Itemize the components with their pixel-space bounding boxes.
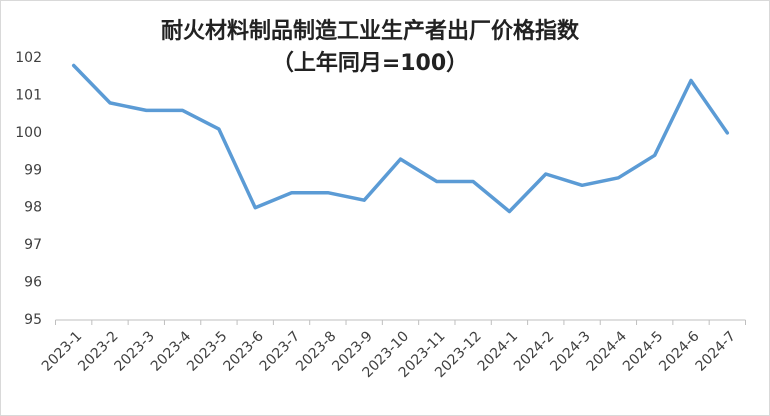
y-tick-label: 100 [15,125,42,141]
y-tick-label: 96 [24,275,42,291]
y-tick-label: 97 [24,237,42,253]
y-tick-label: 102 [15,50,42,66]
chart-title: 耐火材料制品制造工业生产者出厂价格指数 [161,18,580,44]
y-tick-label: 98 [24,200,42,216]
y-tick-label: 99 [24,162,42,178]
y-tick-label: 95 [24,312,42,328]
chart-subtitle: （上年同月=100） [272,50,468,76]
data-line [71,63,730,214]
y-tick-label: 101 [15,87,42,103]
